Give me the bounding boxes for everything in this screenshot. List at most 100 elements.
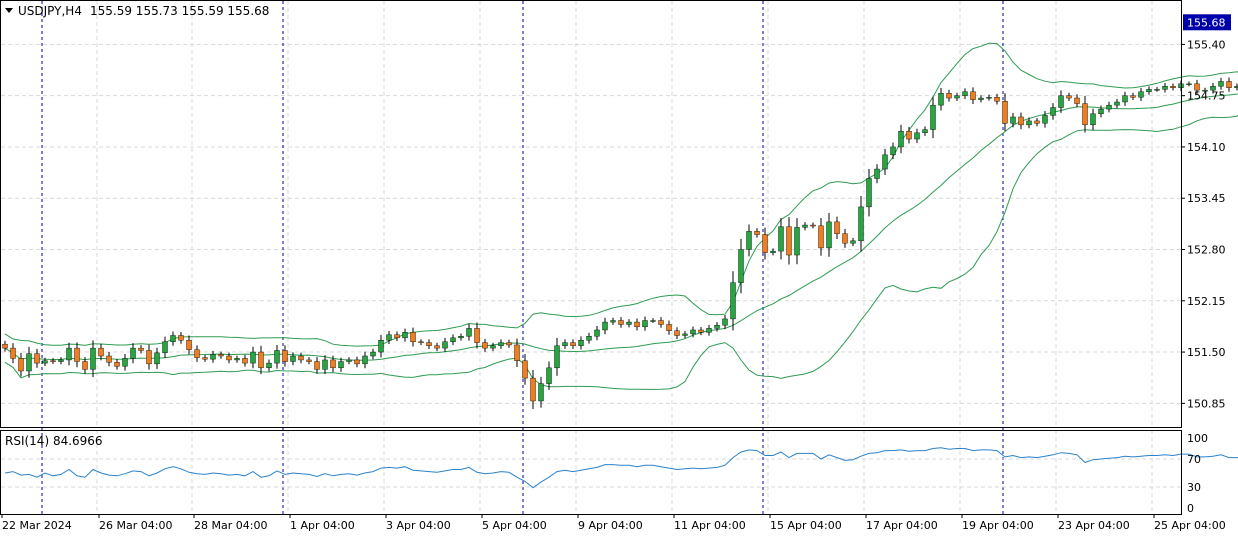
bear-candle	[523, 361, 528, 378]
bear-candle	[1067, 96, 1072, 98]
bull-candle	[323, 360, 328, 369]
bear-candle	[675, 331, 680, 336]
bull-candle	[779, 227, 784, 251]
bull-candle	[603, 322, 608, 330]
bull-candle	[771, 251, 776, 253]
bear-candle	[75, 348, 80, 361]
bear-candle	[147, 350, 152, 363]
bear-candle	[187, 340, 192, 349]
price-axis-label: 151.50	[1187, 346, 1226, 359]
bull-candle	[931, 105, 936, 129]
bull-candle	[43, 361, 48, 363]
bull-candle	[1235, 86, 1238, 88]
symbol-dropdown-icon[interactable]	[5, 8, 13, 13]
time-axis-label: 22 Mar 2024	[2, 519, 72, 532]
bear-candle	[35, 354, 40, 363]
bear-candle	[1035, 121, 1040, 123]
bull-candle	[715, 325, 720, 328]
price-axis-label: 153.45	[1187, 192, 1226, 205]
bear-candle	[107, 356, 112, 362]
bull-candle	[851, 241, 856, 243]
bull-candle	[1187, 84, 1192, 85]
time-axis-label: 19 Apr 04:00	[962, 519, 1034, 532]
bear-candle	[115, 362, 120, 366]
bull-candle	[387, 335, 392, 341]
bear-candle	[907, 131, 912, 139]
bull-candle	[1147, 89, 1152, 91]
bull-candle	[867, 179, 872, 207]
bull-candle	[739, 250, 744, 283]
bull-candle	[643, 321, 648, 327]
bear-candle	[819, 226, 824, 248]
bull-candle	[1091, 114, 1096, 125]
time-axis-label: 15 Apr 04:00	[770, 519, 842, 532]
bear-candle	[659, 321, 664, 325]
symbol-label: USDJPY,H4	[18, 4, 82, 18]
bear-candle	[635, 322, 640, 327]
bull-candle	[723, 319, 728, 325]
price-axis-label: 154.10	[1187, 141, 1226, 154]
bull-candle	[875, 169, 880, 178]
bull-candle	[547, 368, 552, 384]
bull-candle	[1115, 102, 1120, 105]
bear-candle	[1019, 117, 1024, 125]
time-axis-label: 23 Apr 04:00	[1058, 519, 1130, 532]
rsi-axis-label: 0	[1187, 502, 1194, 515]
bear-candle	[667, 324, 672, 330]
bull-candle	[1139, 92, 1144, 98]
bear-candle	[283, 350, 288, 361]
bear-candle	[203, 358, 208, 360]
time-axis-label: 26 Mar 04:00	[99, 519, 172, 532]
bear-candle	[419, 342, 424, 343]
bull-candle	[459, 336, 464, 338]
time-axis-label: 3 Apr 04:00	[386, 519, 451, 532]
bear-candle	[1227, 81, 1232, 87]
bear-candle	[843, 234, 848, 243]
bear-candle	[51, 361, 56, 362]
bull-candle	[555, 346, 560, 368]
bull-candle	[371, 352, 376, 356]
bull-candle	[595, 330, 600, 336]
price-axis-label: 155.40	[1187, 38, 1226, 51]
bear-candle	[83, 362, 88, 370]
bear-candle	[259, 352, 264, 368]
time-axis-label: 17 Apr 04:00	[866, 519, 938, 532]
bear-candle	[811, 225, 816, 226]
bull-candle	[163, 342, 168, 353]
bear-candle	[99, 348, 104, 356]
price-axis-label: 152.80	[1187, 244, 1226, 257]
bear-candle	[307, 360, 312, 362]
bull-candle	[899, 131, 904, 147]
bull-candle	[827, 222, 832, 248]
bear-candle	[507, 343, 512, 345]
bull-candle	[211, 354, 216, 359]
bear-candle	[699, 330, 704, 332]
bear-candle	[531, 378, 536, 401]
bull-candle	[27, 354, 32, 371]
bull-candle	[1155, 89, 1160, 90]
bear-candle	[1003, 101, 1008, 123]
bull-candle	[651, 321, 656, 322]
time-axis-label: 25 Apr 04:00	[1154, 519, 1226, 532]
bull-candle	[1011, 117, 1016, 123]
bear-candle	[331, 360, 336, 368]
bull-candle	[467, 328, 472, 336]
price-axis-label: 150.85	[1187, 397, 1226, 410]
bull-candle	[131, 348, 136, 358]
bear-candle	[395, 335, 400, 338]
bull-candle	[979, 98, 984, 100]
bull-candle	[251, 352, 256, 363]
rsi-axis-label: 70	[1187, 453, 1201, 466]
bull-candle	[1107, 105, 1112, 109]
bull-candle	[539, 384, 544, 401]
bull-candle	[731, 283, 736, 319]
bull-candle	[1163, 86, 1168, 89]
bull-candle	[747, 231, 752, 249]
bull-candle	[563, 343, 568, 346]
bull-candle	[443, 342, 448, 348]
bull-candle	[587, 336, 592, 340]
bear-candle	[763, 235, 768, 253]
bear-candle	[227, 356, 232, 360]
